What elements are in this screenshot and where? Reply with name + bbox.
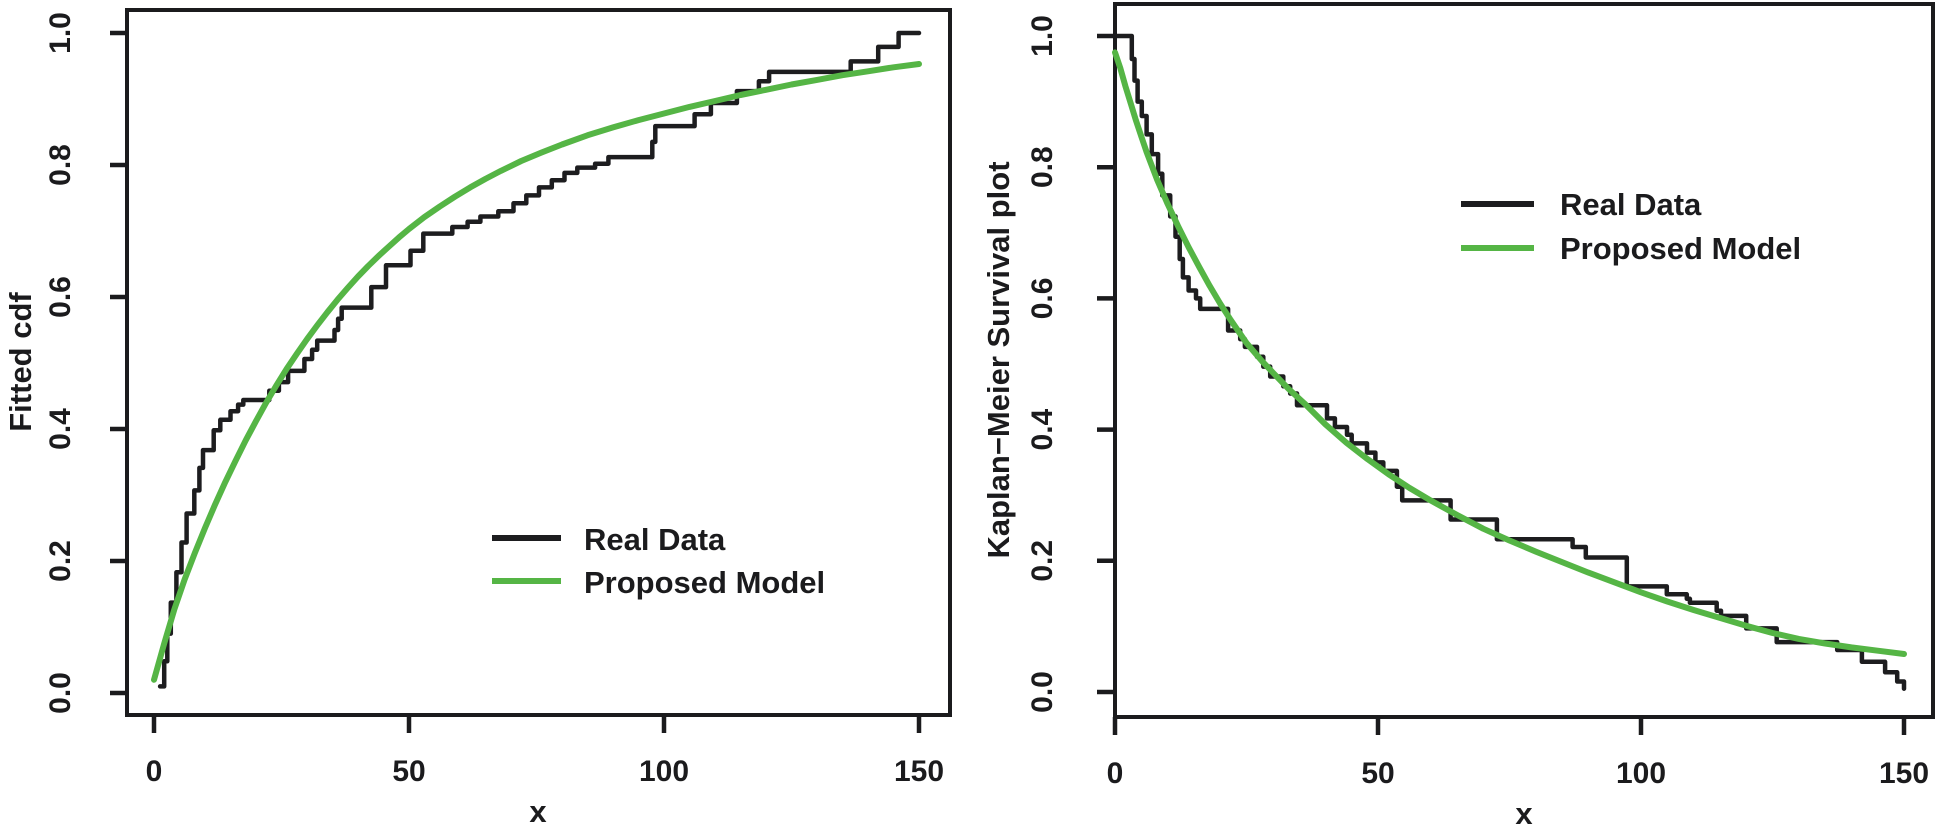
x-axis-title-left: x <box>529 794 547 829</box>
y-tick-label: 0.4 <box>1026 408 1059 450</box>
legend-proposed-model-label: Proposed Model <box>1560 231 1801 266</box>
real-data-step-line <box>157 30 922 689</box>
fitted-cdf-panel: 0 50 100 150 0.0 0.2 0.4 0.6 0.8 1.0 x Fitted cdf… <box>3 8 952 829</box>
x-tick-label: 100 <box>1616 757 1666 790</box>
y-axis-title-right: Kaplan−Meier Survival plot <box>981 161 1016 558</box>
x-tick-label: 50 <box>392 755 425 788</box>
y-tick-label: 0.8 <box>1026 146 1059 188</box>
x-tick-label: 100 <box>639 755 689 788</box>
y-tick-label: 1.0 <box>1026 15 1059 57</box>
axis-ticks-left: 0 50 100 150 0.0 0.2 0.4 0.6 0.8 1.0 <box>44 12 944 788</box>
kaplan-meier-panel: 0 50 100 150 0.0 0.2 0.4 0.6 0.8 1.0 x Kaplan−Mei… <box>981 2 1935 831</box>
real-data-step-line <box>1112 33 1907 691</box>
axis-ticks-right: 0 50 100 150 0.0 0.2 0.4 0.6 0.8 1.0 <box>1026 15 1929 790</box>
y-tick-label: 0.0 <box>1026 671 1059 713</box>
series-lines-right <box>1112 33 1907 691</box>
legend-real-data-label: Real Data <box>1560 187 1702 222</box>
x-tick-label: 50 <box>1361 757 1394 790</box>
x-tick-label: 0 <box>146 755 163 788</box>
y-tick-label: 0.2 <box>44 540 77 582</box>
y-tick-label: 0.2 <box>1026 540 1059 582</box>
plot-border-right <box>1113 2 1935 719</box>
legend-real-data-label: Real Data <box>584 522 726 557</box>
legend-proposed-model-label: Proposed Model <box>584 565 825 600</box>
proposed-model-curve <box>151 61 922 683</box>
y-tick-label: 0.8 <box>44 144 77 186</box>
y-axis-title-left: Fitted cdf <box>3 292 38 432</box>
x-axis-title-right: x <box>1515 796 1533 831</box>
x-tick-label: 150 <box>894 755 944 788</box>
series-lines-left <box>151 30 922 689</box>
y-tick-label: 0.4 <box>44 408 77 450</box>
y-tick-label: 0.6 <box>44 276 77 318</box>
plot-border-left <box>125 8 952 717</box>
y-tick-label: 0.6 <box>1026 278 1059 320</box>
legend-left: Real Data Proposed Model <box>492 522 825 600</box>
y-tick-label: 0.0 <box>44 672 77 714</box>
x-tick-label: 0 <box>1107 757 1124 790</box>
y-tick-label: 1.0 <box>44 12 77 54</box>
legend-right: Real Data Proposed Model <box>1461 187 1801 266</box>
x-tick-label: 150 <box>1879 757 1929 790</box>
proposed-model-curve <box>1112 49 1907 657</box>
